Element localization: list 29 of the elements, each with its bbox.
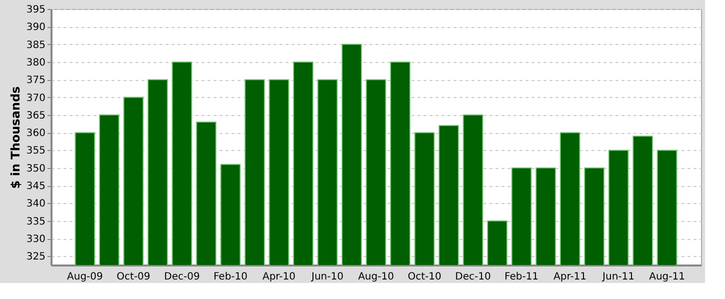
y-tick-label: 355 [26,146,46,157]
y-tick-label: 345 [26,181,46,192]
y-tick-label: 340 [26,198,46,210]
x-tick-label: Oct-09 [116,272,150,282]
y-tick-label: 390 [26,22,46,34]
x-tick-label: Apr-10 [262,272,296,282]
y-tick-label: 395 [26,4,46,16]
y-tick-label: 375 [26,75,46,86]
x-tick-label: Feb-10 [213,272,248,282]
y-tick-label: 365 [26,110,46,122]
x-tick-label: Aug-09 [67,272,103,282]
x-tick-label: Apr-11 [554,272,587,282]
y-tick-label: 350 [26,163,46,174]
x-tick-label: Feb-11 [504,272,539,282]
x-tick-label: Oct-10 [408,272,442,282]
x-tick-label: Jun-10 [310,272,344,282]
y-tick-label: 380 [26,57,46,68]
y-axis-title: $ in Thousands [8,86,22,189]
x-tick-label: Dec-10 [455,272,491,282]
y-tick-label: 325 [26,252,46,263]
x-tick-label: Dec-09 [164,272,200,282]
y-tick-label: 370 [26,92,46,104]
y-tick-label: 330 [26,234,46,246]
y-tick-label: 385 [26,40,46,51]
x-tick-label: Jun-11 [602,272,635,282]
y-tick-label: 360 [26,128,46,140]
x-tick-label: Aug-11 [649,272,685,282]
x-tick-label: Aug-10 [358,272,394,282]
y-tick-label: 335 [26,216,46,228]
